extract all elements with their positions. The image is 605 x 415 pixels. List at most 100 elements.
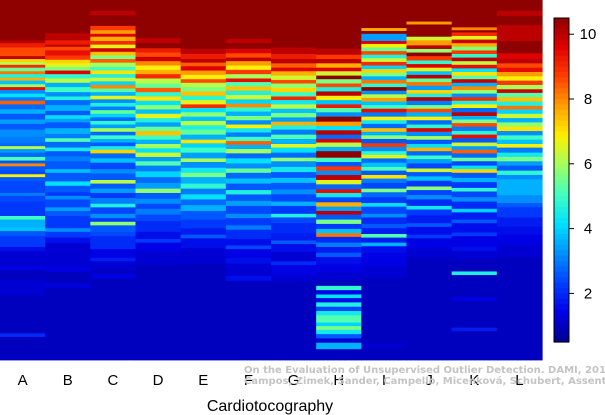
heatmap-cell (406, 48, 453, 53)
heatmap-cell (0, 104, 46, 110)
heatmap-cell (45, 271, 91, 285)
heatmap-cell (225, 65, 272, 71)
heatmap-cell (225, 95, 272, 100)
heatmap-cell (90, 192, 137, 199)
heatmap-cell (406, 151, 453, 156)
heatmap-cell (45, 243, 91, 268)
heatmap-cell (225, 239, 272, 246)
heatmap-cell (271, 47, 317, 55)
heatmap-cell (451, 126, 498, 132)
heatmap-cell (316, 157, 362, 163)
heatmap-cell (316, 95, 362, 101)
heatmap-cell (180, 219, 227, 229)
heatmap-cell (225, 257, 272, 264)
heatmap-cell (90, 261, 137, 271)
heatmap-cell (45, 237, 91, 244)
heatmap-cell (361, 158, 408, 164)
colorbar-segment (554, 174, 569, 181)
heatmap-cell (0, 251, 46, 267)
heatmap-cell (451, 271, 498, 276)
heatmap-cell (271, 113, 317, 118)
heatmap-column-l (496, 0, 543, 361)
heatmap-cell (180, 125, 227, 130)
colorbar-segment (554, 288, 569, 294)
heatmap-cell (361, 108, 408, 113)
x-tick-label: G (288, 372, 300, 389)
heatmap-cell (316, 236, 362, 244)
heatmap-cell (451, 93, 498, 98)
heatmap-cell (316, 170, 362, 176)
heatmap-cell (45, 96, 91, 101)
heatmap-cell (316, 75, 362, 80)
heatmap-cell (316, 290, 362, 295)
colorbar-segment (554, 55, 569, 62)
heatmap-cell (361, 51, 408, 56)
heatmap-cell (316, 206, 362, 212)
heatmap-cell (180, 95, 227, 101)
heatmap-cell (451, 177, 498, 183)
heatmap-cell (90, 55, 137, 60)
heatmap-cell (0, 61, 46, 66)
heatmap-cell (316, 326, 362, 331)
heatmap-cell (451, 138, 498, 143)
heatmap-cell (271, 125, 317, 130)
heatmap-column-d (135, 0, 182, 361)
heatmap-cell (90, 231, 137, 237)
heatmap-cell (225, 163, 272, 169)
colorbar-tick-label: 4 (584, 221, 592, 238)
heatmap-cell (45, 141, 91, 148)
heatmap-cell (406, 159, 453, 164)
heatmap-cell (225, 168, 272, 174)
heatmap-cell (271, 0, 317, 48)
colorbar-segment (554, 331, 569, 338)
colorbar-tick-label: 6 (584, 156, 592, 173)
colorbar-segment (554, 120, 569, 127)
heatmap-cell (361, 112, 408, 118)
heatmap-cell (180, 66, 227, 71)
heatmap-cell (180, 104, 227, 109)
colorbar-segment (554, 169, 569, 176)
heatmap-cell (316, 59, 362, 64)
heatmap-cell (271, 83, 317, 89)
heatmap-cell (496, 195, 543, 204)
heatmap-cell (0, 174, 46, 178)
heatmap-cell (225, 111, 272, 117)
heatmap-cell (90, 131, 137, 136)
heatmap-cell (90, 113, 137, 118)
heatmap-cell (180, 210, 227, 220)
heatmap-cell (135, 152, 182, 158)
heatmap-cell (0, 270, 46, 280)
heatmap-cell (225, 124, 272, 129)
colorbar-segment (554, 201, 569, 208)
heatmap-cell (135, 135, 182, 141)
heatmap-cell (225, 107, 272, 112)
heatmap-cell (180, 188, 227, 195)
heatmap-cell (0, 163, 46, 167)
heatmap-cell (45, 59, 91, 64)
heatmap-cell (496, 144, 543, 148)
heatmap-cell (496, 207, 543, 218)
heatmap-cell (135, 198, 182, 205)
heatmap-cell (0, 87, 46, 91)
colorbar-segment (554, 250, 569, 257)
heatmap-cell (316, 223, 362, 230)
heatmap-cell (316, 130, 362, 136)
colorbar-segment (554, 104, 569, 111)
heatmap-cell (361, 128, 408, 133)
heatmap-cell (180, 129, 227, 136)
heatmap-cell (451, 112, 498, 117)
heatmap-cell (406, 172, 453, 177)
heatmap-cell (496, 67, 543, 73)
heatmap-cell (180, 205, 227, 212)
heatmap-cell (180, 147, 227, 154)
heatmap-cell (90, 183, 137, 190)
heatmap-cell (45, 156, 91, 162)
heatmap-cell (225, 90, 272, 96)
heatmap-cell (316, 112, 362, 118)
heatmap-cell (451, 157, 498, 162)
heatmap-cell (361, 123, 408, 129)
colorbar-segment (554, 136, 569, 143)
colorbar-segment (554, 34, 569, 41)
heatmap-cell (316, 189, 362, 194)
colorbar-segment (554, 320, 569, 327)
